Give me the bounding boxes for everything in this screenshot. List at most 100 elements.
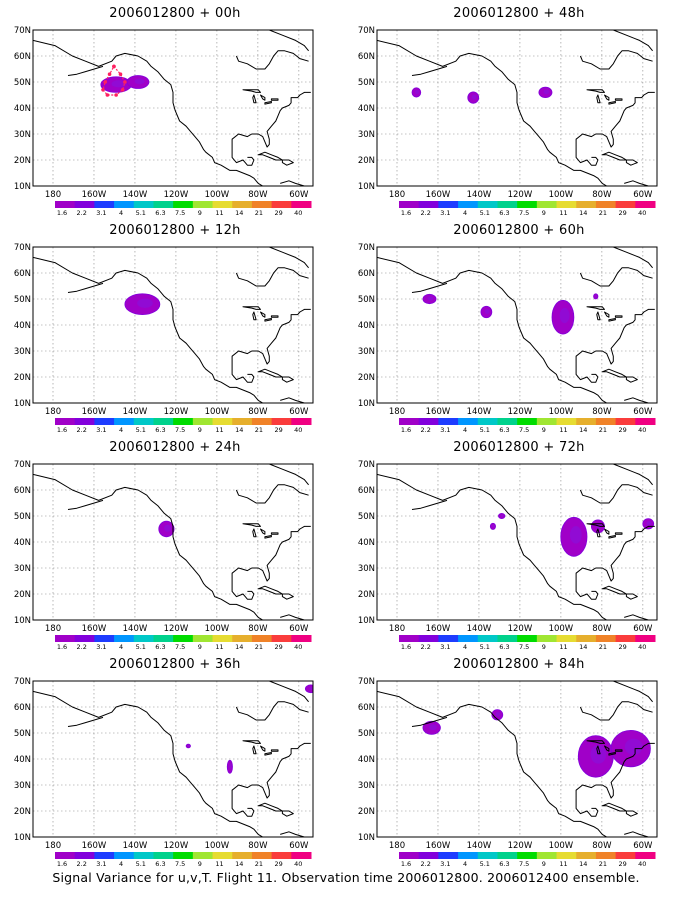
colorbar-label: 3.1	[96, 209, 106, 217]
colorbar-swatch	[576, 852, 597, 859]
lon-tick-label: 180	[389, 407, 405, 417]
colorbar-swatch	[517, 635, 538, 642]
colorbar-swatch	[55, 852, 76, 859]
colorbar-label: 7.5	[175, 643, 185, 651]
colorbar-swatch	[271, 201, 292, 208]
lat-tick-label: 20N	[14, 590, 31, 600]
colorbar-swatch	[615, 852, 636, 859]
colorbar-swatch	[536, 852, 558, 859]
lat-tick-label: 70N	[14, 460, 31, 470]
lat-tick-label: 10N	[358, 616, 375, 626]
colorbar-label: 14	[235, 643, 243, 651]
colorbar-swatch	[576, 635, 597, 642]
lon-tick-label: 120W	[508, 624, 533, 634]
lon-tick-label: 80W	[592, 407, 612, 417]
lat-tick-label: 70N	[14, 26, 31, 36]
colorbar-label: 21	[255, 426, 263, 434]
lat-tick-label: 10N	[358, 833, 375, 843]
colorbar-label: 5.1	[136, 426, 146, 434]
colorbar-label: 9	[198, 426, 202, 434]
lat-tick-label: 50N	[358, 295, 375, 305]
map-panel-48h: 2006012800 + 48h 70N 60N 50N 40N 30N 20N 10N 180…	[344, 0, 684, 220]
lat-tick-label: 10N	[358, 399, 375, 409]
colorbar-swatch	[458, 852, 479, 859]
panel-title: 2006012800 + 36h	[109, 657, 241, 672]
map-panel-72h: 2006012800 + 72h 70N 60N 50N 40N 30N 20N 10N 180…	[344, 434, 684, 654]
colorbar-swatch	[114, 201, 135, 208]
colorbar-label: 14	[235, 860, 243, 868]
lon-tick-label: 60W	[289, 190, 309, 200]
colorbar-swatch	[232, 201, 253, 208]
colorbar-label: 11	[215, 209, 223, 217]
colorbar-swatch	[55, 635, 76, 642]
colorbar-label: 3.1	[96, 643, 106, 651]
colorbar-label: 3.1	[440, 209, 450, 217]
lon-tick-label: 60W	[289, 841, 309, 851]
colorbar-swatch	[595, 201, 617, 208]
panel-title: 2006012800 + 48h	[453, 6, 585, 21]
colorbar-label: 1.6	[401, 643, 411, 651]
colorbar-swatch	[192, 635, 214, 642]
colorbar-swatch	[212, 201, 233, 208]
colorbar-label: 7.5	[175, 209, 185, 217]
lon-tick-label: 160W	[82, 190, 107, 200]
colorbar-label: 6.3	[499, 426, 509, 434]
colorbar-swatch	[94, 852, 115, 859]
colorbar-swatch	[55, 418, 76, 425]
colorbar-label: 7.5	[519, 426, 529, 434]
lon-tick-label: 80W	[248, 624, 268, 634]
colorbar-label: 9	[198, 643, 202, 651]
colorbar-swatch	[418, 635, 439, 642]
lon-tick-label: 80W	[592, 190, 612, 200]
colorbar-label: 11	[215, 643, 223, 651]
map-plot: 70N 60N 50N 40N 30N 20N 10N 180 160W 140W 120W 100W…	[358, 243, 658, 434]
colorbar-swatch	[251, 635, 273, 642]
colorbar-label: 14	[579, 426, 587, 434]
colorbar-swatch	[477, 201, 498, 208]
lat-tick-label: 50N	[14, 78, 31, 88]
colorbar-label: 4	[463, 860, 467, 868]
lon-tick-label: 80W	[248, 841, 268, 851]
colorbar-label: 11	[559, 643, 567, 651]
lat-tick-label: 20N	[358, 590, 375, 600]
lon-tick-label: 60W	[633, 841, 653, 851]
lat-tick-label: 10N	[358, 182, 375, 192]
colorbar-swatch	[576, 201, 597, 208]
colorbar-label: 40	[638, 860, 646, 868]
lon-tick-label: 140W	[467, 841, 492, 851]
lat-tick-label: 30N	[14, 781, 31, 791]
lon-tick-label: 160W	[82, 624, 107, 634]
colorbar-label: 5.1	[136, 860, 146, 868]
colorbar-label: 6.3	[155, 860, 165, 868]
map-plot: 70N 60N 50N 40N 30N 20N 10N 180 160W 140W 120W 100W…	[14, 243, 314, 434]
lat-tick-label: 30N	[14, 130, 31, 140]
lon-tick-label: 120W	[164, 624, 189, 634]
lon-tick-label: 140W	[123, 624, 148, 634]
lon-tick-label: 120W	[164, 190, 189, 200]
colorbar-swatch	[271, 852, 292, 859]
colorbar-label: 21	[255, 860, 263, 868]
colorbar-label: 6.3	[499, 209, 509, 217]
lon-tick-label: 180	[45, 624, 61, 634]
panel-title: 2006012800 + 72h	[453, 440, 585, 455]
panel-title: 2006012800 + 60h	[453, 223, 585, 238]
panel-title: 2006012800 + 00h	[109, 6, 241, 21]
colorbar-label: 7.5	[175, 860, 185, 868]
lat-tick-label: 40N	[358, 321, 375, 331]
colorbar-swatch	[595, 852, 617, 859]
lat-tick-label: 30N	[14, 347, 31, 357]
colorbar-label: 40	[638, 426, 646, 434]
colorbar-swatch	[399, 635, 420, 642]
lon-tick-label: 120W	[164, 407, 189, 417]
colorbar-label: 2.2	[77, 643, 87, 651]
lat-tick-label: 30N	[358, 347, 375, 357]
lon-tick-label: 120W	[508, 407, 533, 417]
lon-tick-label: 100W	[549, 407, 574, 417]
lat-tick-label: 20N	[14, 373, 31, 383]
colorbar-swatch	[271, 418, 292, 425]
colorbar-label: 4	[119, 426, 123, 434]
lon-tick-label: 100W	[549, 624, 574, 634]
colorbar-label: 11	[215, 426, 223, 434]
colorbar-label: 6.3	[499, 643, 509, 651]
